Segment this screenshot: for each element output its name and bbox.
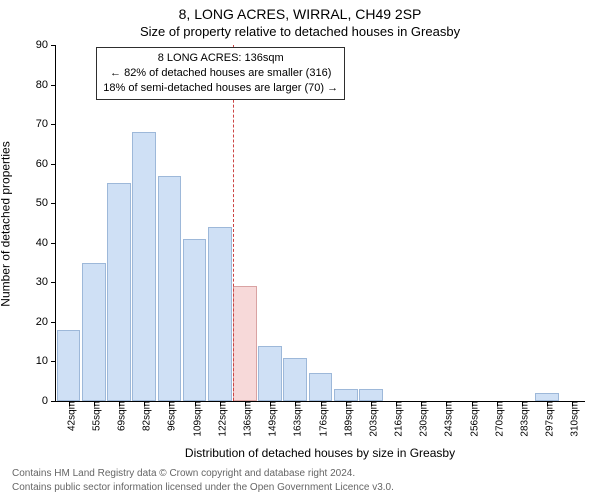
x-tick-label: 69sqm (110, 401, 127, 431)
annotation-line: 18% of semi-detached houses are larger (… (103, 81, 338, 96)
footer-attribution: Contains HM Land Registry data © Crown c… (12, 467, 394, 494)
x-tick-label: 149sqm (262, 401, 279, 437)
y-tick-label: 10 (36, 355, 56, 367)
x-tick-label: 163sqm (287, 401, 304, 437)
x-tick-label: 176sqm (312, 401, 329, 437)
x-tick-label: 297sqm (539, 401, 556, 437)
x-tick-label: 109sqm (186, 401, 203, 437)
histogram-bar (359, 389, 383, 401)
y-tick-label: 80 (36, 79, 56, 91)
x-tick-label: 216sqm (388, 401, 405, 437)
x-axis-label: Distribution of detached houses by size … (55, 446, 585, 460)
y-tick-label: 50 (36, 197, 56, 209)
x-tick-label: 256sqm (463, 401, 480, 437)
x-tick-label: 243sqm (438, 401, 455, 437)
annotation-box: 8 LONG ACRES: 136sqm← 82% of detached ho… (96, 47, 345, 100)
histogram-bar (309, 373, 333, 401)
histogram-bar (132, 132, 156, 401)
x-tick-label: 270sqm (488, 401, 505, 437)
footer-line-1: Contains HM Land Registry data © Crown c… (12, 467, 394, 481)
y-tick-label: 60 (36, 158, 56, 170)
histogram-bar (334, 389, 358, 401)
annotation-line: 8 LONG ACRES: 136sqm (103, 51, 338, 66)
annotation-line: ← 82% of detached houses are smaller (31… (103, 66, 338, 81)
x-tick-label: 203sqm (362, 401, 379, 437)
figure: 8, LONG ACRES, WIRRAL, CH49 2SP Size of … (0, 0, 600, 500)
plot-area: 010203040506070809042sqm55sqm69sqm82sqm9… (55, 45, 585, 402)
x-tick-label: 136sqm (236, 401, 253, 437)
y-tick-label: 20 (36, 316, 56, 328)
histogram-bar (107, 183, 131, 401)
histogram-bar (258, 346, 282, 401)
x-tick-label: 283sqm (514, 401, 531, 437)
histogram-bar (158, 176, 182, 401)
footer-line-2: Contains public sector information licen… (12, 481, 394, 495)
chart-title-address: 8, LONG ACRES, WIRRAL, CH49 2SP (0, 6, 600, 22)
x-tick-label: 122sqm (211, 401, 228, 437)
y-tick-label: 30 (36, 276, 56, 288)
y-axis-label: Number of detached properties (0, 45, 16, 402)
y-tick-label: 0 (42, 395, 56, 407)
histogram-bar (535, 393, 559, 401)
histogram-bar (183, 239, 207, 401)
histogram-bar (283, 358, 307, 402)
x-tick-label: 189sqm (337, 401, 354, 437)
histogram-bar (82, 263, 106, 401)
x-tick-label: 42sqm (60, 401, 77, 431)
histogram-bar (57, 330, 81, 401)
x-tick-label: 82sqm (136, 401, 153, 431)
y-tick-label: 70 (36, 118, 56, 130)
y-tick-label: 40 (36, 237, 56, 249)
x-tick-label: 230sqm (413, 401, 430, 437)
x-tick-label: 310sqm (564, 401, 581, 437)
chart-title-subtitle: Size of property relative to detached ho… (0, 24, 600, 39)
x-tick-label: 55sqm (85, 401, 102, 431)
histogram-bar (208, 227, 232, 401)
histogram-bar-highlight (233, 286, 257, 401)
x-tick-label: 96sqm (161, 401, 178, 431)
y-tick-label: 90 (36, 39, 56, 51)
